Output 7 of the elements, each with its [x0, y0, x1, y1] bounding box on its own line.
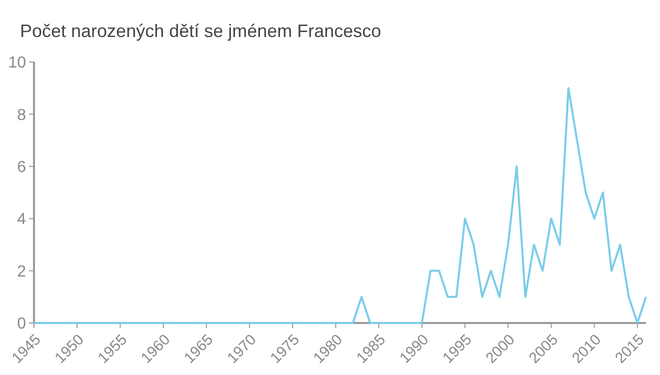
y-tick-label: 0	[17, 316, 26, 333]
y-tick-label: 10	[8, 54, 26, 72]
y-tick-label: 4	[17, 211, 26, 228]
y-tick-label: 6	[17, 159, 26, 176]
chart-title: Počet narozených dětí se jménem Francesco	[20, 21, 382, 41]
y-tick-label: 8	[17, 106, 26, 124]
y-tick-label: 2	[17, 263, 26, 280]
